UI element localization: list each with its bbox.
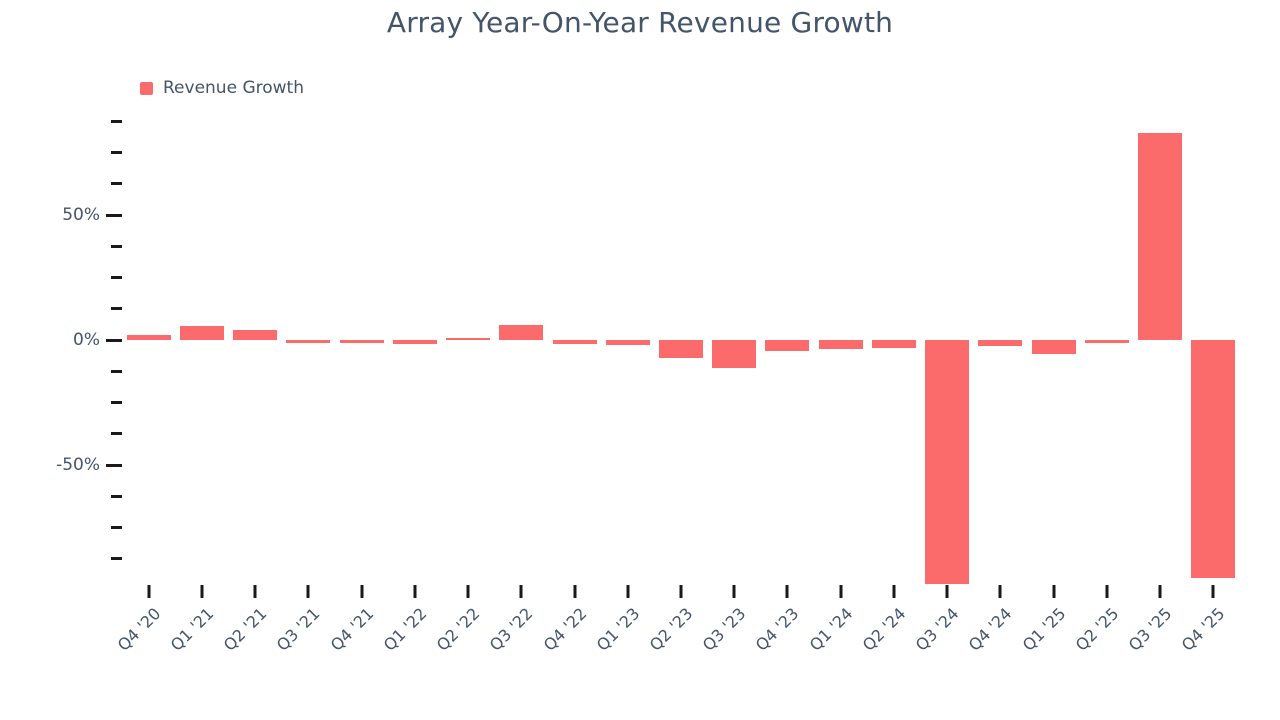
y-axis-minor-tick: [111, 557, 122, 561]
x-axis-tick-label: Q4 '24: [965, 604, 1016, 655]
bar-q125[interactable]: [1031, 340, 1076, 354]
y-axis-major-tick: [106, 463, 122, 467]
y-axis-minor-tick: [111, 276, 122, 279]
x-axis-tick-label: Q1 '25: [1018, 604, 1070, 655]
x-axis-tick: [200, 585, 204, 598]
y-axis-major-tick: [106, 213, 122, 217]
y-axis-tick-label: 0%: [73, 330, 100, 350]
x-axis-tick-label: Q4 '22: [539, 604, 590, 655]
bar-q420[interactable]: [126, 335, 171, 340]
bar-q122[interactable]: [392, 340, 437, 344]
bar-q224[interactable]: [871, 340, 916, 348]
x-axis-tick: [306, 585, 310, 598]
x-axis-tick: [1211, 585, 1215, 598]
x-axis-tick-label: Q2 '25: [1071, 604, 1123, 655]
bar-q221[interactable]: [233, 330, 278, 340]
y-axis: 50% 0% -50%: [0, 0, 130, 720]
x-axis-tick-label: Q1 '21: [166, 604, 218, 655]
x-axis-tick: [732, 585, 736, 598]
bar-q423[interactable]: [765, 340, 810, 352]
x-axis-tick-label: Q3 '24: [911, 604, 963, 655]
x-axis-tick-label: Q1 '23: [592, 604, 644, 655]
x-axis-tick: [945, 585, 949, 598]
x-axis-tick: [839, 585, 843, 598]
y-axis-minor-tick: [111, 401, 122, 404]
y-axis-minor-tick: [111, 369, 122, 373]
bar-q222[interactable]: [446, 337, 491, 340]
chart-legend: Revenue Growth: [140, 78, 304, 98]
x-axis-tick: [998, 585, 1002, 598]
y-axis-major-tick: [106, 338, 122, 342]
bar-q124[interactable]: [818, 340, 863, 349]
y-axis-minor-tick: [111, 494, 122, 498]
x-axis-tick: [892, 585, 896, 598]
x-axis-tick: [466, 585, 470, 598]
y-axis-minor-tick: [111, 432, 122, 436]
x-axis-tick: [413, 585, 417, 598]
x-axis-tick-label: Q4 '21: [326, 604, 377, 655]
bar-q223[interactable]: [659, 340, 703, 358]
y-axis-minor-tick: [111, 151, 122, 154]
bar-q422[interactable]: [552, 340, 597, 344]
x-axis-tick: [519, 585, 523, 598]
x-axis-tick-label: Q2 '21: [219, 604, 271, 655]
bar-q121[interactable]: [179, 326, 224, 340]
x-axis-tick-label: Q1 '24: [805, 604, 857, 655]
bar-q425[interactable]: [1191, 340, 1236, 578]
x-axis-tick-label: Q3 '23: [699, 604, 750, 655]
x-axis-tick: [626, 585, 630, 598]
y-axis-minor-tick: [111, 307, 122, 311]
bar-q324[interactable]: [925, 340, 970, 584]
x-axis-tick-label: Q1 '22: [379, 604, 431, 655]
legend-label-revenue-growth: Revenue Growth: [163, 78, 304, 98]
y-axis-minor-tick: [111, 526, 122, 529]
y-axis-minor-tick: [111, 182, 122, 186]
x-axis-tick: [573, 585, 577, 598]
x-axis-tick-label: Q3 '21: [273, 604, 324, 655]
x-axis-tick: [1105, 585, 1109, 598]
bar-q325[interactable]: [1138, 132, 1183, 340]
x-axis-tick-label: Q2 '22: [432, 604, 484, 655]
bar-q424[interactable]: [978, 340, 1023, 347]
y-axis-minor-tick: [111, 119, 122, 123]
x-axis-tick: [360, 585, 364, 598]
x-axis-tick-label: Q4 '25: [1178, 604, 1229, 655]
bar-q421[interactable]: [339, 340, 384, 343]
bar-q322[interactable]: [499, 325, 544, 340]
y-axis-tick-label: 50%: [62, 205, 100, 225]
x-axis-tick: [147, 585, 151, 598]
x-axis-tick: [785, 585, 789, 598]
bar-q323[interactable]: [712, 340, 757, 368]
x-axis-tick-label: Q4 '23: [752, 604, 803, 655]
x-axis-tick-label: Q3 '25: [1124, 604, 1176, 655]
x-axis-tick-label: Q3 '22: [486, 604, 537, 655]
bar-q225[interactable]: [1084, 340, 1129, 343]
bar-q321[interactable]: [286, 340, 331, 343]
x-axis-tick: [1158, 585, 1162, 598]
y-axis-minor-tick: [111, 244, 122, 248]
y-axis-tick-label: -50%: [56, 455, 100, 475]
chart-title: Array Year-On-Year Revenue Growth: [386, 6, 894, 39]
legend-swatch-revenue-growth: [140, 81, 153, 95]
bar-q123[interactable]: [605, 340, 650, 345]
x-axis-tick: [679, 585, 683, 598]
x-axis-tick-label: Q2 '23: [645, 604, 697, 655]
x-axis-tick-label: Q2 '24: [858, 604, 910, 655]
x-axis-tick: [253, 585, 257, 598]
x-axis-tick: [1052, 585, 1056, 598]
